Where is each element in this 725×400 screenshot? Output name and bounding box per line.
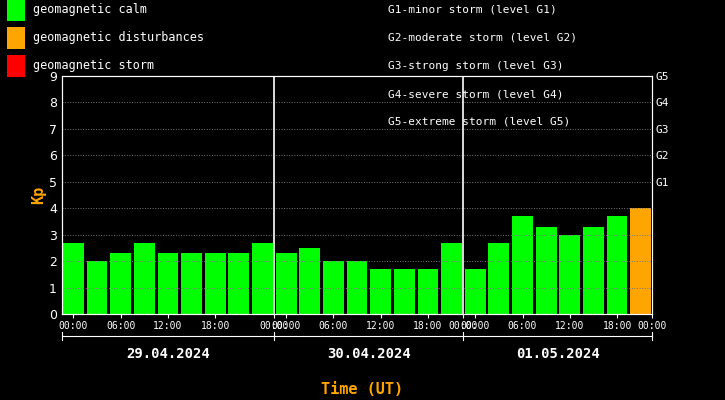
Bar: [630, 208, 651, 314]
Bar: [276, 253, 297, 314]
Text: geomagnetic calm: geomagnetic calm: [33, 4, 146, 16]
Text: 30.04.2024: 30.04.2024: [327, 347, 411, 361]
Bar: [512, 216, 533, 314]
Bar: [205, 253, 225, 314]
Text: G1-minor storm (level G1): G1-minor storm (level G1): [388, 5, 557, 15]
Bar: [442, 242, 462, 314]
Bar: [465, 269, 486, 314]
Bar: [489, 242, 509, 314]
Bar: [110, 253, 131, 314]
Bar: [536, 227, 557, 314]
Bar: [181, 253, 202, 314]
Bar: [583, 227, 604, 314]
Bar: [394, 269, 415, 314]
Bar: [347, 261, 368, 314]
Bar: [252, 242, 273, 314]
Bar: [299, 248, 320, 314]
Bar: [560, 235, 580, 314]
Bar: [228, 253, 249, 314]
Text: Time (UT): Time (UT): [321, 382, 404, 398]
Text: G3-strong storm (level G3): G3-strong storm (level G3): [388, 61, 563, 71]
Bar: [370, 269, 391, 314]
Bar: [134, 242, 154, 314]
Y-axis label: Kp: Kp: [31, 186, 46, 204]
Bar: [607, 216, 627, 314]
Text: 29.04.2024: 29.04.2024: [126, 347, 210, 361]
Text: geomagnetic disturbances: geomagnetic disturbances: [33, 32, 204, 44]
Text: G5-extreme storm (level G5): G5-extreme storm (level G5): [388, 117, 570, 127]
Bar: [157, 253, 178, 314]
Bar: [87, 261, 107, 314]
Bar: [323, 261, 344, 314]
Text: G4-severe storm (level G4): G4-severe storm (level G4): [388, 89, 563, 99]
Text: G2-moderate storm (level G2): G2-moderate storm (level G2): [388, 33, 577, 43]
Bar: [63, 242, 84, 314]
Text: 01.05.2024: 01.05.2024: [516, 347, 600, 361]
Bar: [418, 269, 439, 314]
Text: geomagnetic storm: geomagnetic storm: [33, 60, 154, 72]
